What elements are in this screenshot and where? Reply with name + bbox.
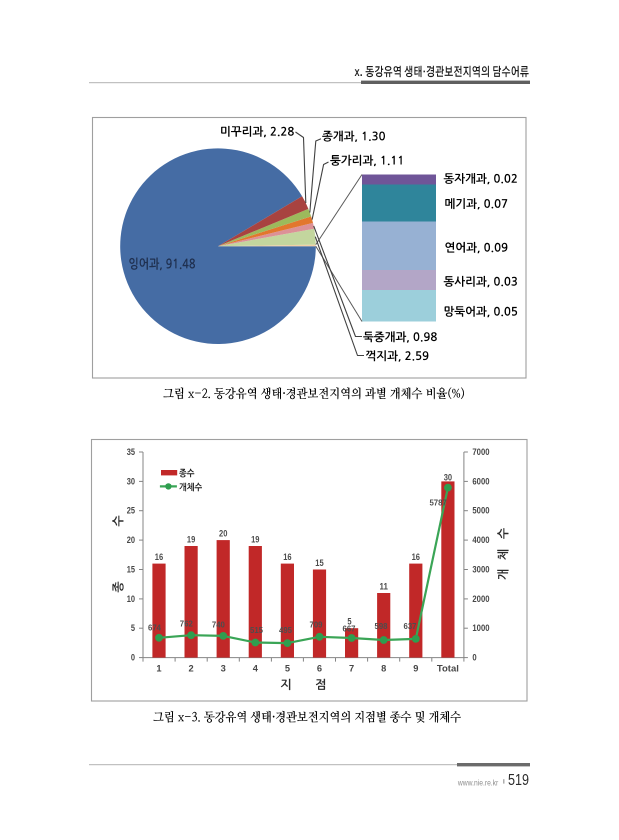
svg-text:667: 667 <box>343 625 356 634</box>
svg-text:5: 5 <box>131 623 135 633</box>
svg-text:5000: 5000 <box>472 506 489 516</box>
svg-text:30: 30 <box>127 476 135 486</box>
svg-text:20: 20 <box>219 528 227 538</box>
svg-text:16: 16 <box>412 552 420 562</box>
svg-text:30: 30 <box>444 472 452 482</box>
svg-text:2: 2 <box>189 663 194 673</box>
svg-text:3: 3 <box>221 663 226 673</box>
svg-text:5: 5 <box>347 617 351 627</box>
svg-text:Total: Total <box>437 663 459 673</box>
svg-text:2000: 2000 <box>472 594 489 604</box>
svg-text:35: 35 <box>127 447 135 457</box>
svg-text:16: 16 <box>155 552 163 562</box>
svg-text:4: 4 <box>253 663 259 673</box>
svg-text:740: 740 <box>212 620 225 629</box>
svg-text:7000: 7000 <box>472 447 489 457</box>
svg-text:1000: 1000 <box>472 623 489 633</box>
svg-text:1: 1 <box>156 663 161 673</box>
svg-text:15: 15 <box>315 558 323 568</box>
svg-text:709: 709 <box>310 621 323 630</box>
svg-text:762: 762 <box>180 620 193 629</box>
svg-text:6: 6 <box>317 663 322 673</box>
svg-text:515: 515 <box>250 626 263 635</box>
svg-text:598: 598 <box>375 622 388 631</box>
svg-text:19: 19 <box>187 534 195 544</box>
svg-text:15: 15 <box>127 565 135 575</box>
svg-text:4000: 4000 <box>472 535 489 545</box>
svg-text:20: 20 <box>127 535 135 545</box>
svg-text:495: 495 <box>279 626 292 635</box>
svg-text:637: 637 <box>404 622 417 631</box>
svg-text:19: 19 <box>251 534 259 544</box>
svg-text:3000: 3000 <box>472 565 489 575</box>
svg-text:11: 11 <box>380 581 388 591</box>
svg-text:7: 7 <box>349 663 354 673</box>
svg-text:10: 10 <box>127 594 135 604</box>
svg-text:16: 16 <box>283 552 291 562</box>
svg-text:8: 8 <box>381 663 386 673</box>
svg-text:9: 9 <box>413 663 418 673</box>
svg-text:0: 0 <box>472 653 476 663</box>
svg-text:25: 25 <box>127 506 135 516</box>
svg-text:674: 674 <box>148 624 161 633</box>
svg-text:5787: 5787 <box>429 499 447 508</box>
svg-text:www.nie.re.kr: www.nie.re.kr <box>457 778 498 788</box>
svg-text:5: 5 <box>285 663 290 673</box>
svg-text:519: 519 <box>508 772 529 789</box>
svg-text:6000: 6000 <box>472 476 489 486</box>
svg-text:0: 0 <box>131 653 135 663</box>
